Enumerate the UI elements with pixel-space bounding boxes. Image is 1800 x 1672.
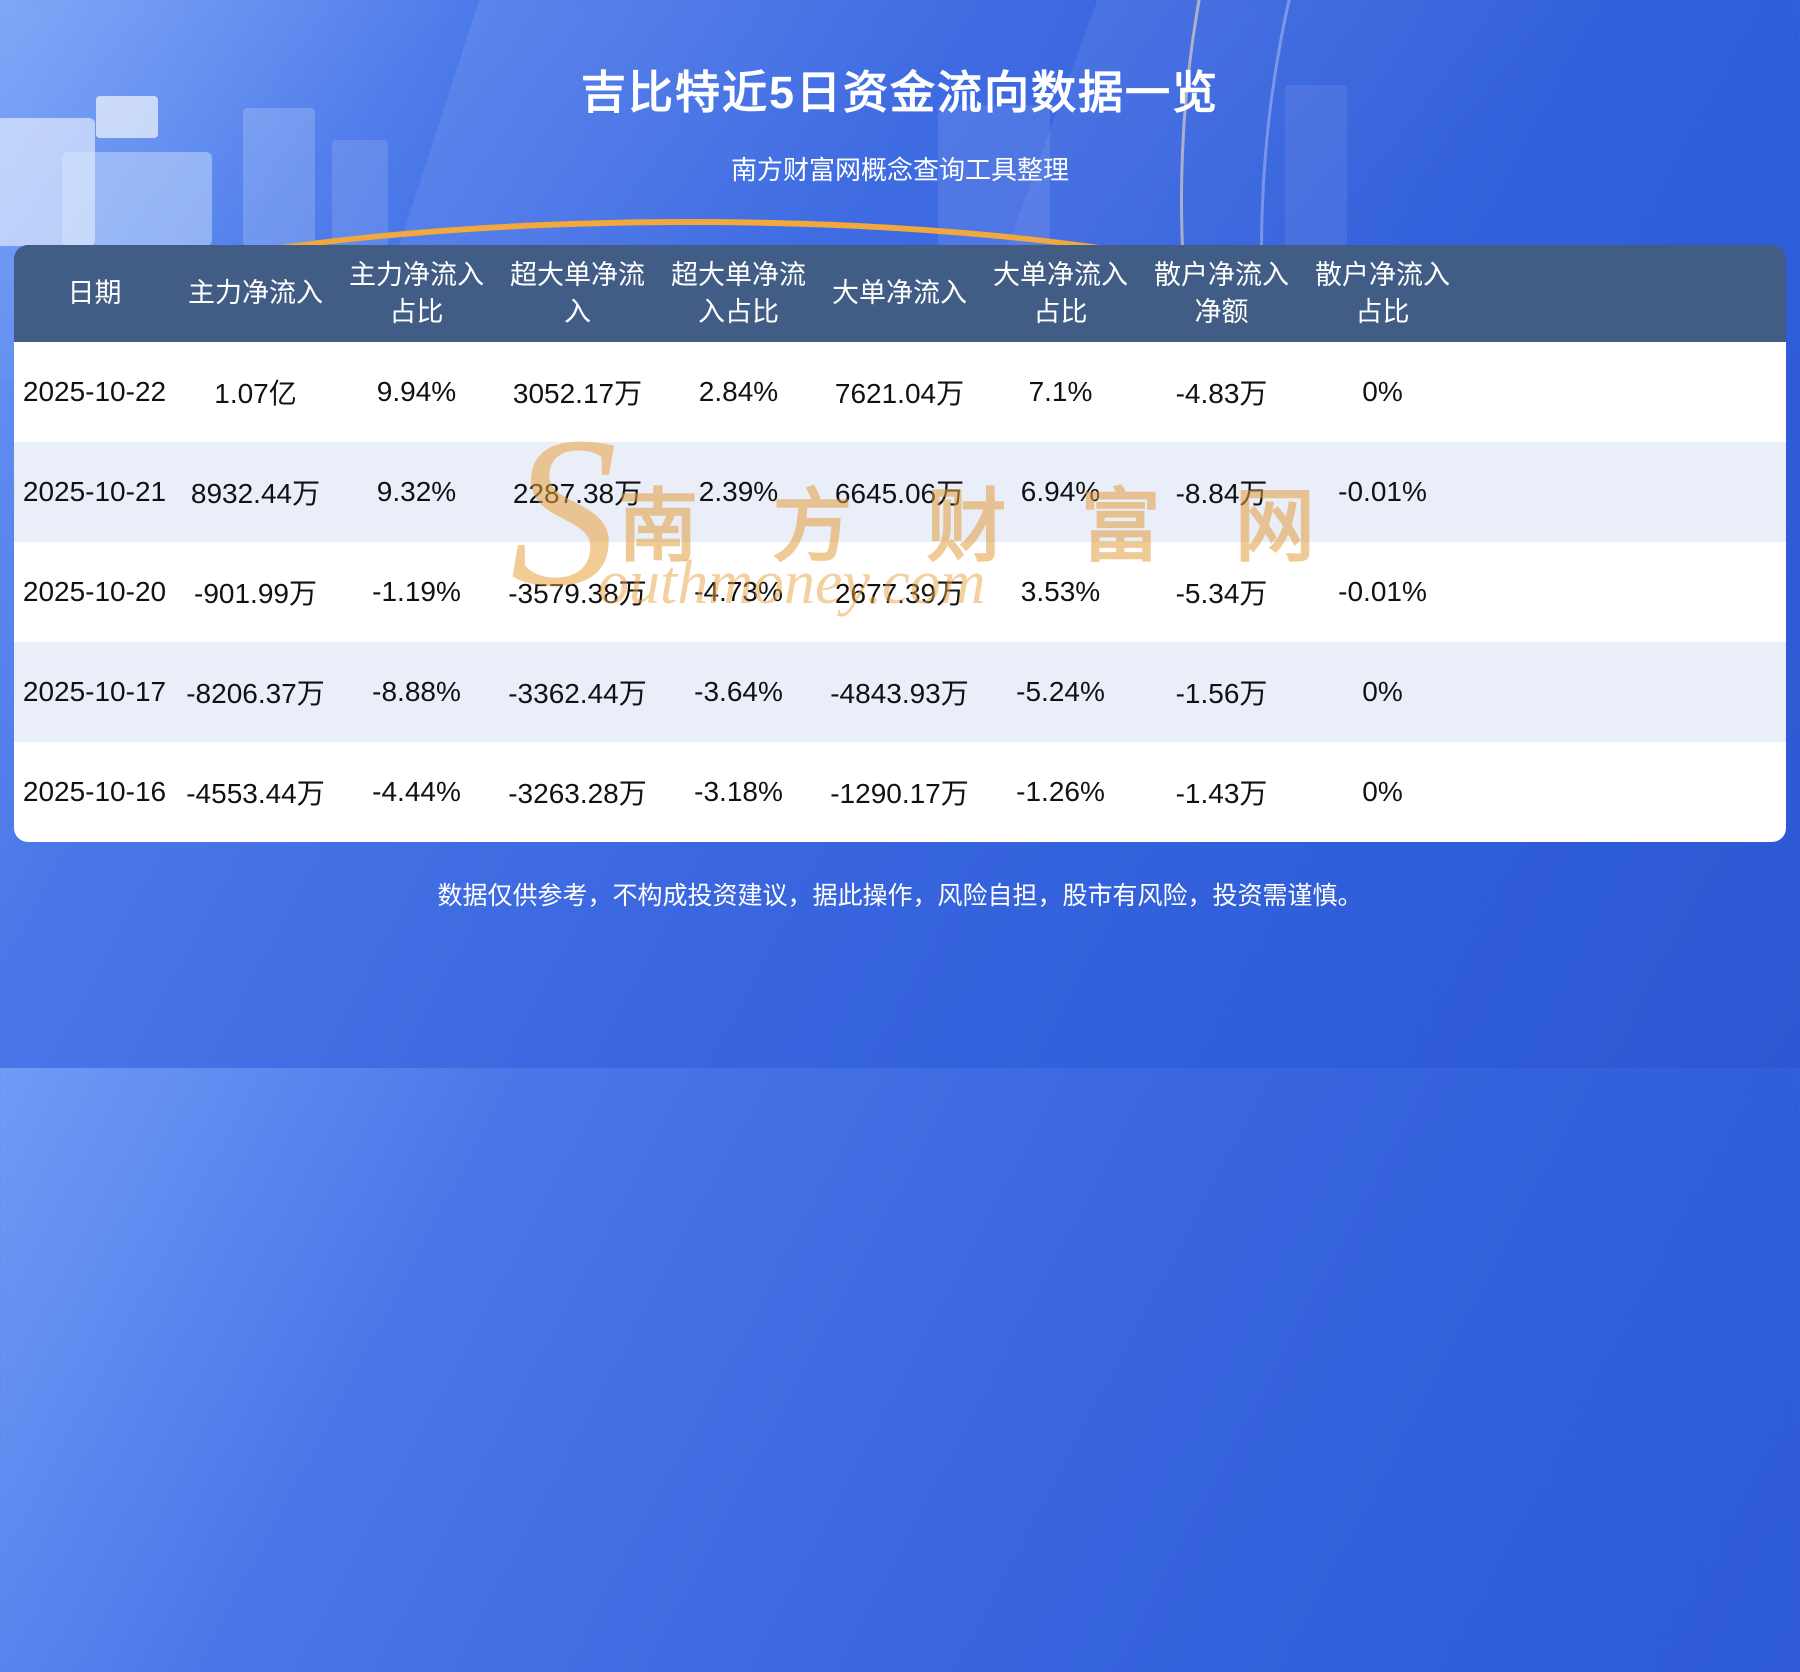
- value-cell: -1.43万: [1175, 778, 1268, 809]
- disclaimer-text: 数据仅供参考，不构成投资建议，据此操作，风险自担，股市有风险，投资需谨慎。: [437, 882, 1363, 910]
- column-header: 超大单净流入: [510, 260, 645, 327]
- value-cell: 2.84%: [698, 376, 779, 407]
- value-cell: -4843.93万: [830, 678, 969, 709]
- value-cell: 9.94%: [376, 376, 457, 407]
- column-header: 散户净流入占比: [1315, 260, 1450, 327]
- column-header: 大单净流入占比: [993, 260, 1128, 327]
- date-cell: 2025-10-21: [22, 476, 167, 507]
- page-title: 吉比特近5日资金流向数据一览: [580, 67, 1220, 118]
- value-cell: -3579.38万: [508, 578, 647, 609]
- fund-flow-table: 日期 主力净流入 主力净流入占比 超大单净流入 超大单净流入占比 大单净流入 大单净流入占比…: [14, 245, 1786, 842]
- value-cell: -3263.28万: [508, 778, 647, 809]
- value-cell: -3362.44万: [508, 678, 647, 709]
- value-cell: -0.01%: [1338, 476, 1427, 507]
- value-cell: -4553.44万: [186, 778, 325, 809]
- table-header-row: 日期 主力净流入 主力净流入占比 超大单净流入 超大单净流入占比 大单净流入 大单净流入占比…: [14, 245, 1786, 342]
- value-cell: 9.32%: [376, 476, 457, 507]
- column-header: 主力净流入占比: [349, 260, 484, 327]
- value-cell: 2677.39万: [834, 578, 965, 609]
- value-cell: 1.07亿: [214, 378, 297, 409]
- column-header: 日期: [67, 278, 122, 309]
- table-row: 2025-10-20 -901.99万 -1.19% -3579.38万 -4.73% 2…: [14, 542, 1786, 642]
- date-cell: 2025-10-22: [22, 376, 167, 407]
- value-cell: -1.19%: [372, 576, 461, 607]
- value-cell: -3.18%: [694, 776, 783, 807]
- column-header: 主力净流入: [188, 278, 323, 309]
- table-body: 2025-10-22 1.07亿 9.94% 3052.17万 2.84% 7621.04…: [14, 342, 1786, 842]
- table-row: 2025-10-17 -8206.37万 -8.88% -3362.44万 -3.64%…: [14, 642, 1786, 742]
- value-cell: 3052.17万: [512, 378, 643, 409]
- value-cell: -1.56万: [1175, 678, 1268, 709]
- date-cell: 2025-10-16: [22, 776, 167, 807]
- value-cell: -4.73%: [694, 576, 783, 607]
- column-header: 大单净流入: [832, 278, 967, 309]
- value-cell: -8.88%: [372, 676, 461, 707]
- value-cell: 8932.44万: [190, 478, 321, 509]
- value-cell: 3.53%: [1020, 576, 1101, 607]
- column-header: 散户净流入净额: [1154, 260, 1289, 327]
- value-cell: 6.94%: [1020, 476, 1101, 507]
- table-row: 2025-10-21 8932.44万 9.32% 2287.38万 2.39% 6645…: [14, 442, 1786, 542]
- value-cell: 7.1%: [1028, 376, 1093, 407]
- value-cell: -8206.37万: [186, 678, 325, 709]
- value-cell: 2.39%: [698, 476, 779, 507]
- value-cell: -1290.17万: [830, 778, 969, 809]
- value-cell: -4.44%: [372, 776, 461, 807]
- value-cell: -4.83万: [1175, 378, 1268, 409]
- value-cell: -1.26%: [1016, 776, 1105, 807]
- value-cell: -8.84万: [1175, 478, 1268, 509]
- value-cell: -901.99万: [194, 578, 317, 609]
- value-cell: -5.24%: [1016, 676, 1105, 707]
- page-subtitle: 南方财富网概念查询工具整理: [730, 155, 1069, 185]
- date-cell: 2025-10-17: [22, 676, 167, 707]
- value-cell: 0%: [1362, 776, 1403, 807]
- value-cell: -5.34万: [1175, 578, 1268, 609]
- column-header: 超大单净流入占比: [671, 260, 806, 327]
- value-cell: 0%: [1362, 676, 1403, 707]
- value-cell: 7621.04万: [834, 378, 965, 409]
- table-row: 2025-10-22 1.07亿 9.94% 3052.17万 2.84% 7621.04…: [14, 342, 1786, 442]
- value-cell: 2287.38万: [512, 478, 643, 509]
- value-cell: -0.01%: [1338, 576, 1427, 607]
- value-cell: 6645.06万: [834, 478, 965, 509]
- value-cell: 0%: [1362, 376, 1403, 407]
- value-cell: -3.64%: [694, 676, 783, 707]
- table-row: 2025-10-16 -4553.44万 -4.44% -3263.28万 -3.18%…: [14, 742, 1786, 842]
- date-cell: 2025-10-20: [22, 576, 167, 607]
